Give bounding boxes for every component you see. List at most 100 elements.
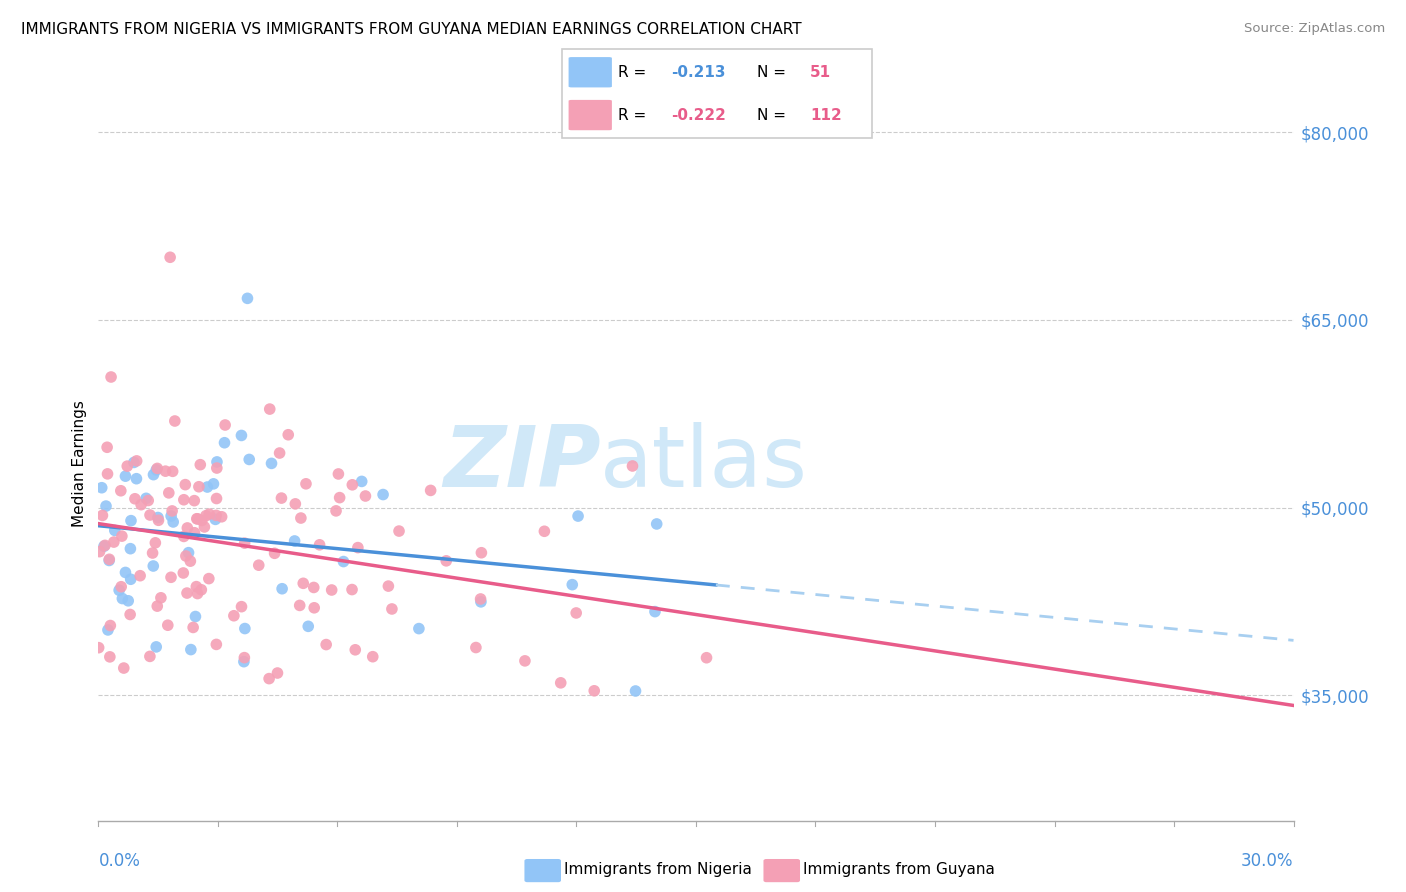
Point bbox=[177, 546, 200, 560]
Point bbox=[342, 478, 364, 492]
Point bbox=[155, 464, 177, 478]
Point bbox=[135, 491, 157, 506]
Point bbox=[198, 572, 221, 586]
Text: 112: 112 bbox=[810, 108, 842, 122]
Point bbox=[259, 402, 281, 417]
Point bbox=[181, 620, 204, 634]
Point bbox=[377, 579, 399, 593]
Point bbox=[160, 504, 183, 518]
Point bbox=[148, 513, 170, 527]
Point bbox=[565, 606, 588, 620]
Point bbox=[187, 480, 209, 494]
Point bbox=[325, 504, 347, 518]
Point bbox=[190, 582, 212, 597]
Point bbox=[139, 508, 162, 522]
Point bbox=[112, 661, 135, 675]
Text: Source: ZipAtlas.com: Source: ZipAtlas.com bbox=[1244, 22, 1385, 36]
Point bbox=[550, 676, 572, 690]
Point bbox=[388, 524, 411, 538]
Point bbox=[103, 535, 125, 549]
Point bbox=[110, 483, 132, 498]
Text: Immigrants from Nigeria: Immigrants from Nigeria bbox=[564, 863, 752, 877]
Point bbox=[163, 414, 186, 428]
Point bbox=[146, 461, 169, 475]
Point bbox=[238, 452, 260, 467]
Point bbox=[120, 572, 142, 586]
Point bbox=[231, 428, 253, 442]
Point bbox=[142, 467, 165, 482]
Point bbox=[247, 558, 270, 573]
Point bbox=[205, 461, 228, 475]
Point bbox=[173, 529, 195, 543]
Text: 30.0%: 30.0% bbox=[1241, 852, 1294, 870]
Point bbox=[302, 600, 325, 615]
Point bbox=[91, 508, 114, 523]
Text: R =: R = bbox=[619, 65, 651, 79]
Point bbox=[100, 370, 122, 384]
Point bbox=[211, 509, 233, 524]
Point bbox=[146, 510, 169, 524]
Point bbox=[129, 568, 152, 582]
Point bbox=[302, 581, 325, 595]
Point bbox=[194, 508, 217, 523]
Point bbox=[146, 599, 169, 614]
Point bbox=[108, 583, 131, 598]
Point bbox=[236, 291, 259, 305]
Point bbox=[645, 516, 668, 531]
Point bbox=[232, 655, 254, 669]
Point bbox=[533, 524, 555, 539]
Point bbox=[98, 649, 121, 664]
Point bbox=[111, 591, 134, 606]
Point bbox=[98, 553, 121, 567]
Point bbox=[162, 464, 184, 478]
Point bbox=[183, 493, 205, 508]
Point bbox=[93, 539, 115, 553]
Point bbox=[117, 594, 139, 608]
Point bbox=[176, 586, 198, 600]
Point bbox=[315, 638, 337, 652]
Point bbox=[292, 576, 315, 591]
Point bbox=[120, 607, 142, 622]
Point bbox=[104, 524, 127, 538]
Point bbox=[381, 602, 404, 616]
Point bbox=[179, 554, 201, 568]
Point bbox=[277, 427, 299, 442]
Point bbox=[191, 514, 214, 528]
Point bbox=[214, 435, 236, 450]
Point bbox=[96, 440, 118, 454]
Point bbox=[567, 509, 589, 524]
FancyBboxPatch shape bbox=[568, 57, 612, 87]
Point bbox=[340, 582, 363, 597]
Y-axis label: Median Earnings: Median Earnings bbox=[72, 401, 87, 527]
Point bbox=[117, 459, 139, 474]
Text: 51: 51 bbox=[810, 65, 831, 79]
Point bbox=[195, 480, 218, 494]
Point bbox=[186, 512, 208, 526]
Point bbox=[186, 580, 208, 594]
Point bbox=[231, 599, 253, 614]
Point bbox=[139, 649, 162, 664]
Point bbox=[308, 538, 330, 552]
Point bbox=[98, 552, 121, 566]
Point bbox=[354, 489, 377, 503]
Point bbox=[96, 467, 118, 481]
Text: -0.222: -0.222 bbox=[671, 108, 725, 122]
Point bbox=[371, 487, 394, 501]
Point bbox=[214, 417, 236, 432]
Point bbox=[408, 622, 430, 636]
Point bbox=[204, 512, 226, 526]
Point bbox=[269, 446, 291, 460]
Point bbox=[97, 623, 120, 637]
Point bbox=[297, 619, 319, 633]
Point bbox=[284, 533, 307, 548]
Point bbox=[87, 640, 110, 655]
Point bbox=[180, 642, 202, 657]
Point bbox=[347, 541, 370, 555]
Point bbox=[328, 467, 350, 481]
Text: -0.213: -0.213 bbox=[671, 65, 725, 79]
Point bbox=[470, 591, 492, 606]
FancyBboxPatch shape bbox=[568, 100, 612, 130]
Point bbox=[114, 469, 136, 483]
Point bbox=[98, 618, 121, 632]
Point bbox=[257, 672, 280, 686]
